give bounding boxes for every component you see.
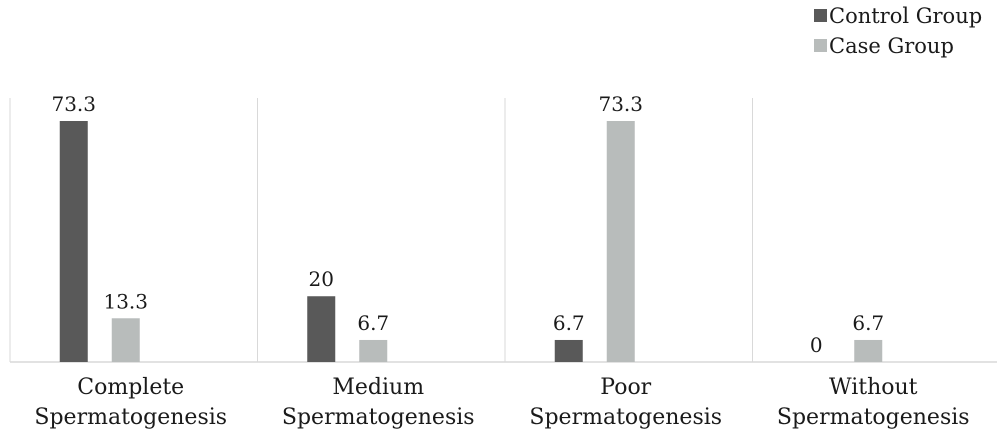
data-label-case-1: 6.7	[357, 311, 389, 335]
bar-case-1	[359, 339, 388, 362]
data-label-case-0: 13.3	[103, 289, 148, 313]
legend-label-case: Case Group	[829, 34, 954, 58]
x-tick-label-3-0: Without	[829, 375, 918, 400]
legend-swatch-control	[814, 9, 827, 22]
data-labels: 73.3 20 6.7 0 13.3 6.7 73.3 6.7	[51, 92, 884, 357]
bar-case-2	[606, 121, 635, 362]
x-tick-label-1-0: Medium	[332, 375, 424, 400]
bar-case-0	[111, 318, 140, 362]
data-label-control-0: 73.3	[51, 92, 96, 116]
x-tick-label-1-1: Spermatogenesis	[282, 405, 475, 430]
bar-case-3	[854, 339, 883, 362]
x-axis-tick-labels: Complete Spermatogenesis Medium Spermatogen…	[34, 375, 969, 430]
x-tick-label-3-1: Spermatogenesis	[777, 405, 970, 430]
grid	[9, 98, 997, 363]
x-tick-label-0-0: Complete	[77, 375, 184, 400]
data-label-control-2: 6.7	[553, 311, 585, 335]
data-label-control-3: 0	[810, 333, 823, 357]
data-label-control-1: 20	[309, 267, 334, 291]
x-tick-label-2-1: Spermatogenesis	[529, 405, 722, 430]
data-label-case-2: 73.3	[598, 92, 643, 116]
data-label-case-3: 6.7	[852, 311, 884, 335]
legend-swatch-case	[814, 39, 827, 52]
legend: Control Group Case Group	[814, 4, 982, 58]
bar-control-0	[59, 121, 88, 362]
bars	[59, 121, 883, 362]
x-tick-label-2-0: Poor	[600, 375, 651, 400]
x-tick-label-0-1: Spermatogenesis	[34, 405, 227, 430]
bar-control-1	[307, 296, 336, 362]
bar-control-2	[554, 339, 583, 362]
legend-label-control: Control Group	[829, 4, 982, 28]
